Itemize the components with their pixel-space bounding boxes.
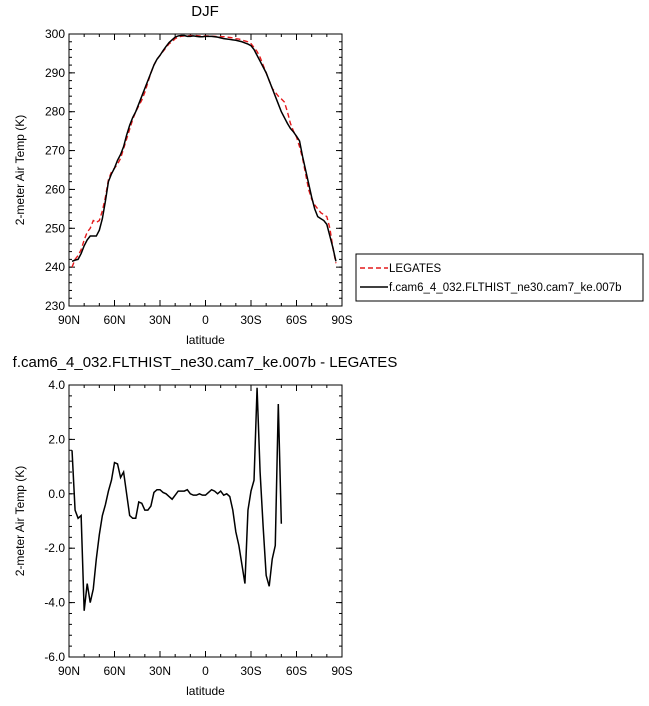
bottom-chart: f.cam6_4_032.FLTHIST_ne30.cam7_ke.007b -…: [13, 354, 398, 698]
y-tick-label: 2.0: [48, 432, 65, 446]
y-tick-label: 260: [45, 182, 65, 196]
y-tick-label: 0.0: [48, 487, 65, 501]
legend-box: [355, 253, 644, 302]
y-tick-label: 290: [45, 66, 65, 80]
legend-label-1: f.cam6_4_032.FLTHIST_ne30.cam7_ke.007b: [389, 282, 621, 294]
x-tick-label: 90N: [58, 313, 80, 327]
legend: LEGATES f.cam6_4_032.FLTHIST_ne30.cam7_ke…: [355, 253, 644, 302]
y-tick-label: -4.0: [44, 596, 65, 610]
y-tick-label: -2.0: [44, 541, 65, 555]
x-tick-label: 30S: [240, 313, 261, 327]
x-tick-label: 60S: [286, 313, 307, 327]
series-line-0: [71, 387, 283, 611]
legend-label-0: LEGATES: [389, 263, 442, 275]
x-tick-label: 30S: [240, 664, 261, 678]
y-tick-label: 250: [45, 221, 65, 235]
top-chart: DJF 230 240 250 260 270 280 290 300 90N 60N 30N 0 30S…: [13, 3, 353, 347]
x-axis-label: latitude: [186, 684, 225, 698]
x-tick-label: 30N: [149, 664, 171, 678]
plot-frame: [68, 33, 343, 307]
x-tick-label: 90N: [58, 664, 80, 678]
chart-title: f.cam6_4_032.FLTHIST_ne30.cam7_ke.007b -…: [13, 354, 398, 371]
y-tick-label: 4.0: [48, 378, 65, 392]
x-tick-label: 0: [202, 664, 209, 678]
plot-frame: [68, 384, 343, 658]
y-tick-label: -6.0: [44, 650, 65, 664]
y-axis-label: 2-meter Air Temp (K): [13, 466, 27, 576]
x-tick-label: 30N: [149, 313, 171, 327]
y-tick-label: 300: [45, 27, 65, 41]
y-tick-label: 240: [45, 260, 65, 274]
x-tick-label: 60N: [103, 664, 125, 678]
chart-title: DJF: [191, 3, 219, 20]
x-tick-label: 60N: [103, 313, 125, 327]
x-tick-label: 60S: [286, 664, 307, 678]
y-tick-label: 280: [45, 105, 65, 119]
x-tick-label: 90S: [331, 664, 352, 678]
y-axis-label: 2-meter Air Temp (K): [13, 115, 27, 225]
x-axis-label: latitude: [186, 333, 225, 347]
series-line-0: [71, 34, 337, 268]
y-tick-label: 230: [45, 299, 65, 313]
series-line-1: [71, 34, 337, 263]
x-tick-label: 90S: [331, 313, 352, 327]
y-tick-label: 270: [45, 144, 65, 158]
x-tick-label: 0: [202, 313, 209, 327]
